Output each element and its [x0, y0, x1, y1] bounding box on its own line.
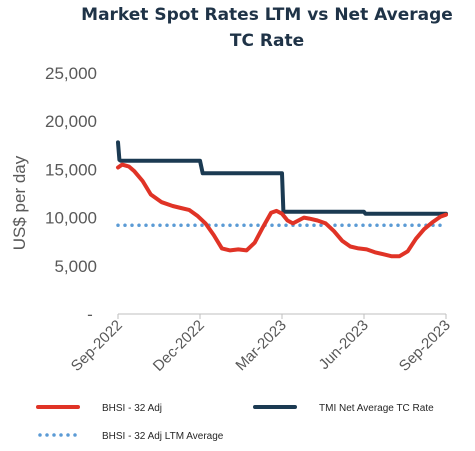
series-layer — [116, 140, 448, 259]
y-tick-label: 20,000 — [45, 112, 97, 131]
y-axis-label: US$ per day — [10, 155, 29, 250]
y-axis-ticks: - 5,000 10,000 15,000 20,000 25,000 — [45, 64, 97, 324]
x-tick-label: Dec-2022 — [150, 317, 208, 375]
y-tick-label: 5,000 — [54, 257, 97, 276]
y-tick-label: 15,000 — [45, 160, 97, 179]
y-tick-label: 10,000 — [45, 209, 97, 228]
x-tick-label: Sep-2022 — [68, 317, 126, 375]
legend-label: BHSI - 32 Adj — [102, 403, 162, 414]
legend-label: TMI Net Average TC Rate — [319, 403, 434, 414]
x-tick-label: Mar-2023 — [232, 317, 289, 374]
chart-title-line-1: Market Spot Rates LTM vs Net Average — [81, 5, 453, 25]
x-tick-label: Jun-2023 — [316, 317, 372, 373]
x-axis: Sep-2022 Dec-2022 Mar-2023 Jun-2023 Sep-2023 — [68, 313, 454, 375]
y-tick-label: - — [87, 305, 93, 324]
x-tick-label: Sep-2023 — [396, 317, 454, 375]
legend: BHSI - 32 Adj TMI Net Average TC Rate BHSI… — [36, 403, 434, 442]
chart-title: Market Spot Rates LTM vs Net Average TC … — [81, 5, 453, 51]
series-line-0 — [116, 162, 448, 259]
y-tick-label: 25,000 — [45, 64, 97, 83]
legend-label: BHSI - 32 Adj LTM Average — [102, 431, 224, 442]
chart-title-line-2: TC Rate — [230, 31, 304, 51]
series-line-1 — [116, 140, 448, 216]
